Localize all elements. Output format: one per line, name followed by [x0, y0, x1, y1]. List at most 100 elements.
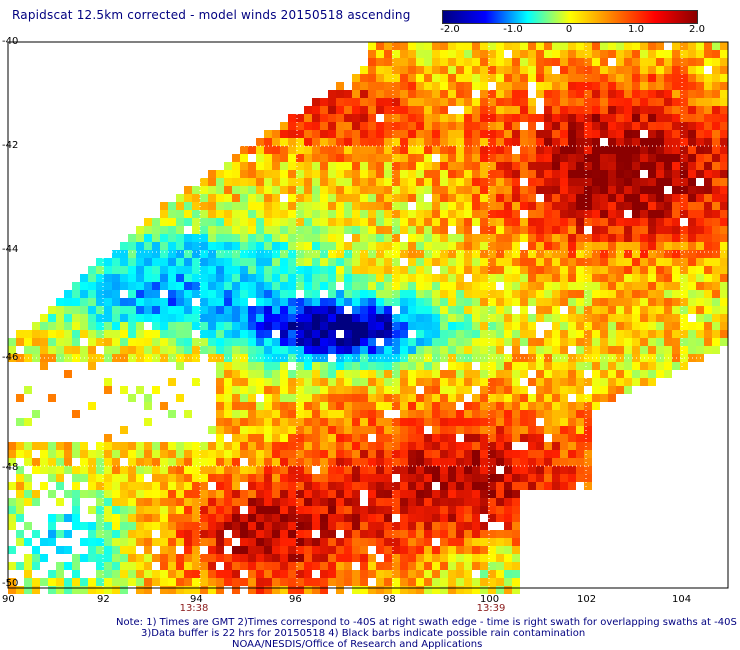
map-cell	[448, 74, 456, 82]
map-cell	[504, 522, 512, 530]
map-cell	[696, 242, 704, 250]
map-cell	[120, 242, 128, 250]
map-cell	[424, 578, 432, 586]
map-cell	[528, 402, 536, 410]
map-cell	[424, 298, 432, 306]
map-cell	[704, 322, 712, 330]
map-cell	[672, 98, 680, 106]
map-cell	[64, 466, 72, 474]
map-cell	[456, 570, 464, 578]
map-cell	[376, 418, 384, 426]
map-cell	[216, 498, 224, 506]
map-cell	[600, 130, 608, 138]
map-cell	[720, 50, 728, 58]
map-cell	[224, 538, 232, 546]
map-cell	[272, 314, 280, 322]
map-cell	[632, 234, 640, 242]
map-cell	[376, 98, 384, 106]
map-cell	[304, 546, 312, 554]
map-cell	[288, 562, 296, 570]
map-cell	[320, 266, 328, 274]
map-cell	[104, 282, 112, 290]
map-cell	[576, 394, 584, 402]
map-cell	[640, 290, 648, 298]
map-cell	[584, 466, 592, 474]
map-cell	[304, 114, 312, 122]
map-cell	[472, 578, 480, 586]
map-cell	[456, 234, 464, 242]
map-cell	[648, 314, 656, 322]
map-cell	[176, 314, 184, 322]
map-cell	[488, 322, 496, 330]
map-cell	[224, 338, 232, 346]
map-cell	[144, 338, 152, 346]
map-cell	[368, 338, 376, 346]
map-cell	[112, 250, 120, 258]
map-cell	[432, 322, 440, 330]
map-cell	[216, 194, 224, 202]
map-cell	[544, 450, 552, 458]
map-cell	[512, 226, 520, 234]
map-cell	[456, 418, 464, 426]
map-cell	[512, 194, 520, 202]
map-cell	[624, 266, 632, 274]
map-cell	[104, 274, 112, 282]
map-cell	[656, 338, 664, 346]
map-cell	[536, 66, 544, 74]
map-cell	[600, 178, 608, 186]
map-cell	[520, 386, 528, 394]
map-cell	[256, 466, 264, 474]
map-cell	[608, 226, 616, 234]
map-cell	[112, 290, 120, 298]
map-cell	[272, 202, 280, 210]
map-cell	[632, 218, 640, 226]
map-cell	[160, 274, 168, 282]
map-cell	[280, 570, 288, 578]
map-cell	[720, 98, 728, 106]
map-cell	[560, 218, 568, 226]
map-cell	[256, 562, 264, 570]
map-cell	[240, 322, 248, 330]
map-cell	[304, 226, 312, 234]
map-cell	[632, 378, 640, 386]
map-cell	[616, 58, 624, 66]
map-cell	[96, 298, 104, 306]
map-cell	[464, 42, 472, 50]
map-cell	[432, 178, 440, 186]
map-cell	[416, 314, 424, 322]
map-cell	[248, 562, 256, 570]
map-cell	[160, 578, 168, 586]
map-cell	[576, 298, 584, 306]
map-cell	[272, 410, 280, 418]
map-cell	[144, 298, 152, 306]
map-cell	[336, 178, 344, 186]
map-cell	[272, 570, 280, 578]
map-cell	[288, 170, 296, 178]
map-cell	[512, 362, 520, 370]
map-cell	[344, 426, 352, 434]
map-cell	[416, 170, 424, 178]
map-cell	[208, 554, 216, 562]
map-cell	[392, 42, 400, 50]
map-cell	[704, 218, 712, 226]
map-cell	[424, 570, 432, 578]
map-cell	[112, 274, 120, 282]
map-cell	[504, 394, 512, 402]
map-cell	[704, 258, 712, 266]
map-cell	[296, 586, 304, 594]
map-cell	[456, 410, 464, 418]
map-cell	[312, 186, 320, 194]
map-cell	[496, 410, 504, 418]
map-cell	[408, 586, 416, 594]
map-cell	[8, 442, 16, 450]
map-cell	[160, 258, 168, 266]
map-cell	[376, 522, 384, 530]
map-cell	[400, 82, 408, 90]
map-cell	[672, 282, 680, 290]
map-cell	[376, 82, 384, 90]
map-cell	[688, 138, 696, 146]
map-cell	[288, 122, 296, 130]
map-cell	[592, 330, 600, 338]
map-cell	[536, 170, 544, 178]
map-cell	[368, 122, 376, 130]
